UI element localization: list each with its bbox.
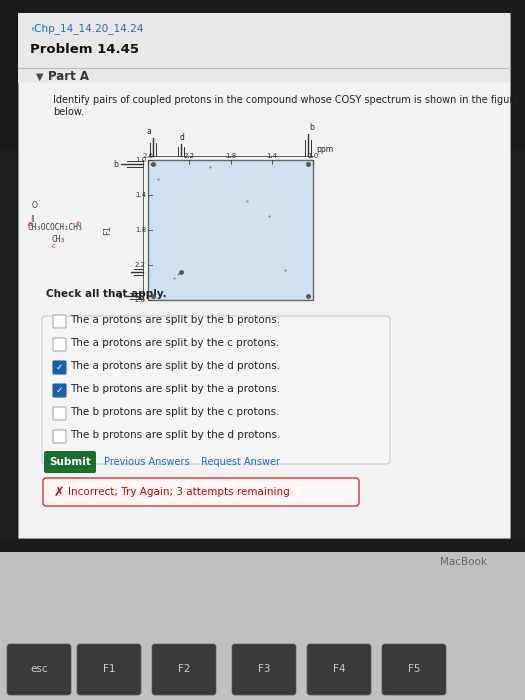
FancyBboxPatch shape [18, 13, 510, 83]
Text: ppm: ppm [316, 145, 333, 154]
Text: 2.2: 2.2 [184, 153, 195, 159]
Text: a: a [118, 291, 122, 300]
Text: CH₃: CH₃ [52, 235, 66, 244]
Text: Previous Answers: Previous Answers [104, 457, 190, 467]
Text: 1.4: 1.4 [135, 192, 146, 198]
FancyBboxPatch shape [152, 644, 216, 695]
FancyBboxPatch shape [53, 430, 66, 443]
FancyBboxPatch shape [0, 540, 525, 700]
Text: MacBook: MacBook [440, 557, 487, 567]
FancyBboxPatch shape [43, 478, 359, 506]
Text: Part A: Part A [48, 70, 89, 83]
Text: ✓: ✓ [56, 363, 63, 372]
Text: 2.6: 2.6 [142, 153, 153, 159]
Text: F5: F5 [408, 664, 420, 675]
Text: esc: esc [30, 664, 48, 675]
Text: 1.4: 1.4 [266, 153, 277, 159]
Text: The b protons are split by the a protons.: The b protons are split by the a protons… [70, 384, 280, 394]
Text: b: b [309, 123, 314, 132]
Text: a: a [147, 127, 152, 136]
FancyBboxPatch shape [7, 644, 71, 695]
Text: ‹Chp_14_14.20_14.24: ‹Chp_14_14.20_14.24 [30, 23, 143, 34]
FancyBboxPatch shape [42, 316, 390, 464]
Text: F1: F1 [103, 664, 116, 675]
Text: The a protons are split by the b protons.: The a protons are split by the b protons… [70, 315, 280, 325]
FancyBboxPatch shape [307, 644, 371, 695]
Text: ||: || [30, 215, 35, 222]
FancyBboxPatch shape [53, 407, 66, 420]
Text: The a protons are split by the c protons.: The a protons are split by the c protons… [70, 338, 279, 348]
FancyBboxPatch shape [0, 540, 525, 552]
Text: Identify pairs of coupled protons in the compound whose COSY spectrum is shown i: Identify pairs of coupled protons in the… [53, 95, 519, 117]
Text: F1: F1 [103, 225, 112, 235]
Text: 2.2: 2.2 [135, 262, 146, 268]
Text: CH₃OCOCH₂CH₃: CH₃OCOCH₂CH₃ [28, 223, 83, 232]
Text: Problem 14.45: Problem 14.45 [30, 43, 139, 56]
Text: ✓: ✓ [56, 386, 63, 395]
FancyBboxPatch shape [18, 13, 510, 538]
FancyBboxPatch shape [0, 545, 525, 700]
Text: a: a [28, 221, 32, 227]
Text: c: c [52, 243, 56, 249]
FancyBboxPatch shape [53, 338, 66, 351]
Text: d: d [180, 133, 184, 142]
Text: F3: F3 [258, 664, 270, 675]
FancyBboxPatch shape [77, 644, 141, 695]
Text: ▼: ▼ [36, 72, 44, 82]
Text: b: b [76, 221, 80, 227]
Text: Request Answer: Request Answer [201, 457, 280, 467]
Text: The a protons are split by the d protons.: The a protons are split by the d protons… [70, 361, 280, 371]
FancyBboxPatch shape [44, 451, 96, 473]
Text: The b protons are split by the c protons.: The b protons are split by the c protons… [70, 407, 279, 417]
Text: 2.6: 2.6 [135, 297, 146, 303]
FancyBboxPatch shape [232, 644, 296, 695]
Text: 1.8: 1.8 [135, 227, 146, 233]
Text: b: b [113, 160, 119, 169]
Text: F4: F4 [333, 664, 345, 675]
FancyBboxPatch shape [148, 160, 313, 300]
FancyBboxPatch shape [53, 384, 66, 397]
Text: 1.0: 1.0 [307, 153, 319, 159]
Text: ✗: ✗ [54, 486, 65, 498]
Text: 1.0: 1.0 [135, 157, 146, 163]
FancyBboxPatch shape [0, 0, 525, 155]
Text: Incorrect; Try Again; 3 attempts remaining: Incorrect; Try Again; 3 attempts remaini… [68, 487, 290, 497]
Text: The b protons are split by the d protons.: The b protons are split by the d protons… [70, 430, 280, 440]
FancyBboxPatch shape [382, 644, 446, 695]
FancyBboxPatch shape [53, 361, 66, 374]
Text: 1.8: 1.8 [225, 153, 236, 159]
Text: O: O [32, 201, 38, 210]
Text: F2: F2 [178, 664, 190, 675]
Text: Submit: Submit [49, 457, 91, 467]
Text: Check all that apply.: Check all that apply. [46, 289, 166, 299]
FancyBboxPatch shape [0, 150, 525, 545]
FancyBboxPatch shape [53, 315, 66, 328]
